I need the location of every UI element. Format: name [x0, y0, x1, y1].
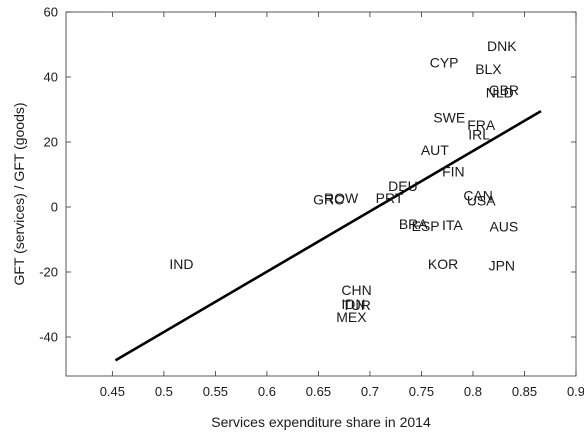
point-bra: BRA: [399, 216, 428, 232]
x-axis: 0.45 0.5 0.55 0.6 0.65 0.7 0.75 0.8 0.85 0.9: [100, 12, 584, 399]
x-tick-label: 0.7: [361, 384, 379, 399]
point-ita: ITA: [442, 217, 463, 233]
point-irl: IRL: [468, 127, 490, 143]
point-prt: PRT: [376, 190, 404, 206]
point-usa: USA: [467, 193, 496, 209]
point-chn: CHN: [341, 282, 371, 298]
y-tick-label: 20: [44, 135, 58, 150]
point-aut: AUT: [421, 142, 449, 158]
y-tick-label: 60: [44, 5, 58, 20]
point-tur: TUR: [342, 297, 371, 313]
y-tick-label: -40: [39, 330, 58, 345]
x-tick-label: 0.55: [203, 384, 228, 399]
point-swe: SWE: [433, 110, 465, 126]
point-grc: GRC: [313, 192, 344, 208]
point-can: CAN: [463, 188, 493, 204]
point-gbr: GBR: [489, 82, 519, 98]
plot-area: [65, 11, 577, 377]
x-tick-label: 0.8: [464, 384, 482, 399]
point-blx: BLX: [475, 61, 502, 77]
regression-line: [114, 110, 542, 362]
y-axis-label: GFT (services) / GFT (goods): [11, 102, 27, 285]
x-tick-label: 0.5: [155, 384, 173, 399]
point-cyp: CYP: [430, 54, 459, 70]
point-fra: FRA: [467, 117, 496, 133]
x-tick-label: 0.75: [409, 384, 434, 399]
point-ind: IND: [169, 256, 193, 272]
point-esp: ESP: [412, 218, 440, 234]
regression-line-group: [114, 110, 542, 362]
point-jpn: JPN: [489, 258, 515, 274]
point-kor: KOR: [428, 256, 458, 272]
point-deu: DEU: [388, 178, 418, 194]
point-dnk: DNK: [487, 38, 517, 54]
y-tick-label: 40: [44, 70, 58, 85]
point-aus: AUS: [489, 219, 518, 235]
point-idn: IDN: [341, 296, 365, 312]
y-axis: -40 -20 0 20 40 60: [39, 5, 576, 345]
x-tick-label: 0.45: [100, 384, 125, 399]
point-mex: MEX: [336, 309, 367, 325]
x-tick-label: 0.65: [306, 384, 331, 399]
point-row: ROW: [324, 190, 359, 206]
x-tick-label: 0.6: [258, 384, 276, 399]
y-tick-label: 0: [51, 200, 58, 215]
x-axis-label: Services expenditure share in 2014: [211, 414, 431, 430]
x-tick-label: 0.85: [512, 384, 537, 399]
x-tick-label: 0.9: [567, 384, 584, 399]
point-nld: NLD: [486, 85, 514, 101]
point-fin: FIN: [442, 163, 465, 179]
y-tick-label: -20: [39, 265, 58, 280]
